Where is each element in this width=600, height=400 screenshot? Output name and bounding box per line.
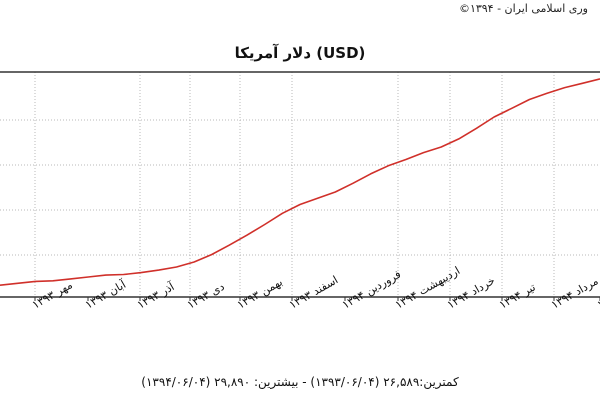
chart-title: دلار آمریکا (USD) (234, 44, 366, 62)
min-max-summary: کمترین:۲۶,۵۸۹ (۱۳۹۳/۰۶/۰۴) - بیشترین: ۲۹… (141, 375, 459, 389)
copyright-notice: وری اسلامی ایران - ۱۳۹۴© (458, 2, 588, 15)
x-tick-label: مهر ۱۳۹۳ (30, 278, 75, 311)
usd-rate-series-line (0, 78, 600, 286)
x-tick-label: آذر ۱۳۹۳ (135, 279, 178, 312)
x-tick-label: دی ۱۳۹۳ (185, 280, 227, 312)
x-tick-label: بهمن ۱۳۹۳ (235, 275, 285, 311)
series-layer (0, 78, 600, 286)
x-tick-label: آبان ۱۳۹۳ (83, 277, 130, 312)
grid-layer (0, 72, 600, 301)
x-tick-label: تیر ۱۳۹۴ (497, 281, 538, 312)
x-tick-label: فروردین ۱۳۹۴ (340, 268, 403, 312)
x-tick-label: اسفند ۱۳۹۳ (287, 273, 340, 311)
x-tick-label: شهریور ۱۳۹۴ (595, 270, 600, 312)
x-tick-labels: مهر ۱۳۹۳ آبان ۱۳۹۳ آذر ۱۳۹۳ دی ۱۳۹۳ بهمن ۱۳۹… (30, 264, 600, 312)
x-tick-label: مرداد ۱۳۹۴ (549, 274, 600, 311)
